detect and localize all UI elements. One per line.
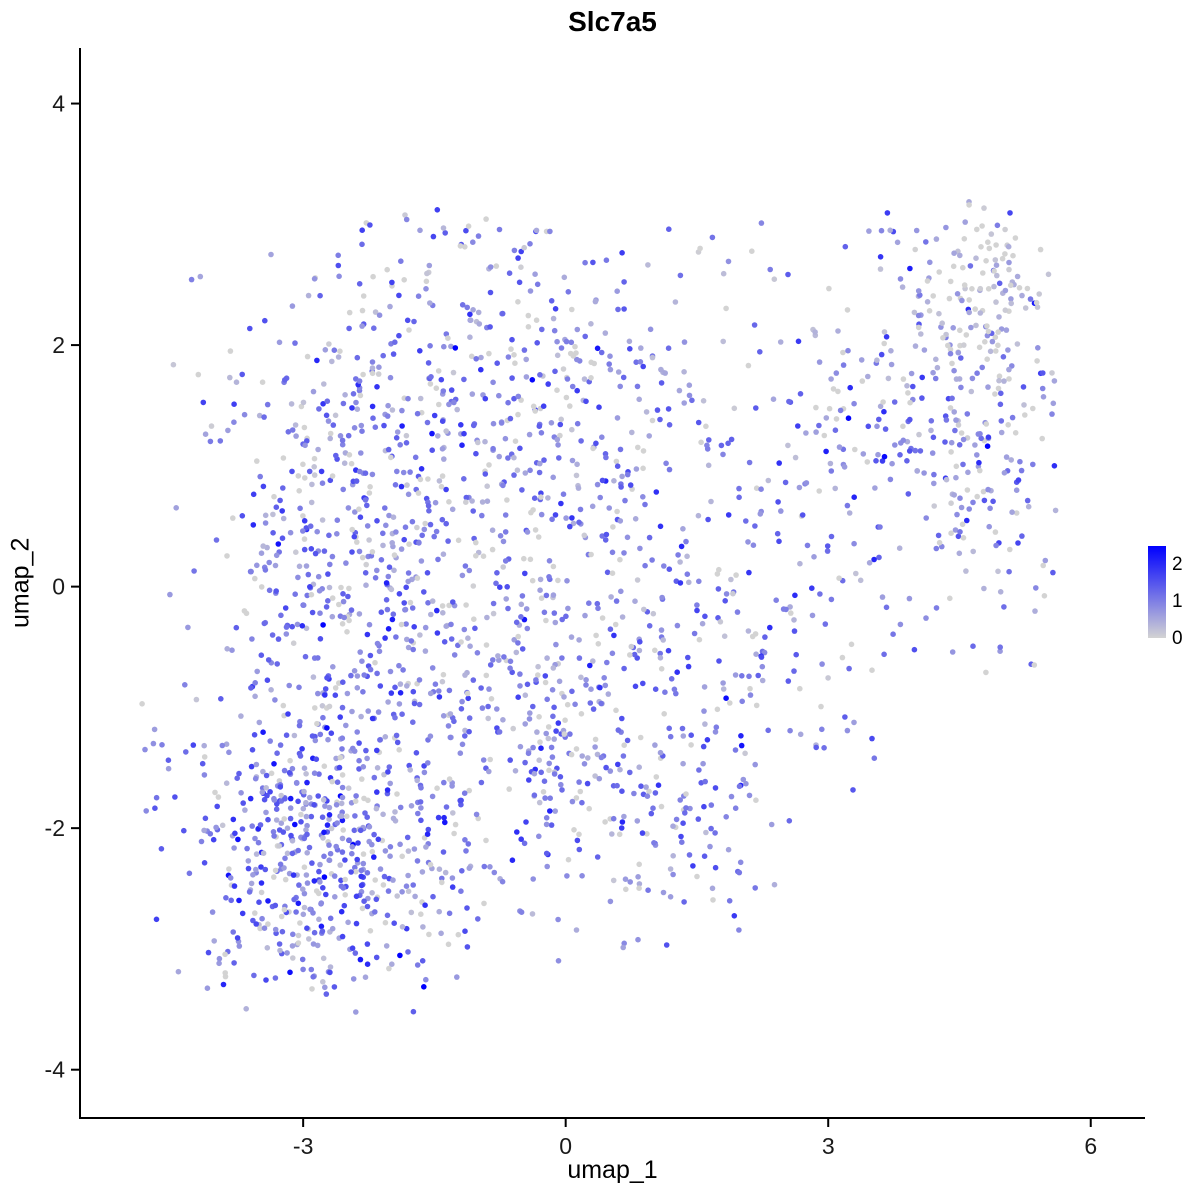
x-tick-label: 0 bbox=[559, 1133, 572, 1159]
x-tick-label: 6 bbox=[1084, 1133, 1097, 1159]
legend-ticks: 2 1 0 bbox=[1172, 546, 1200, 648]
plot-title: Slc7a5 bbox=[568, 6, 657, 37]
y-tick-label: 2 bbox=[52, 332, 65, 358]
scatter-points bbox=[139, 199, 1059, 1015]
x-axis-ticks: -3 0 3 6 bbox=[293, 1118, 1097, 1159]
x-axis-label: umap_1 bbox=[567, 1156, 658, 1184]
x-tick-label: -3 bbox=[293, 1133, 313, 1159]
x-tick-label: 3 bbox=[822, 1133, 835, 1159]
y-tick-label: 0 bbox=[52, 574, 65, 600]
y-tick-label: -4 bbox=[45, 1057, 66, 1083]
legend-tick-label: 0 bbox=[1172, 628, 1183, 649]
axes bbox=[79, 48, 1145, 1119]
legend-colorbar bbox=[1148, 546, 1166, 638]
expression-legend: 2 1 0 bbox=[1148, 546, 1200, 648]
y-tick-label: -2 bbox=[45, 815, 65, 841]
legend-tick-label: 1 bbox=[1172, 591, 1183, 613]
y-tick-label: 4 bbox=[52, 91, 65, 117]
y-axis-ticks: 4 2 0 -2 -4 bbox=[45, 91, 80, 1083]
legend-tick-label: 2 bbox=[1172, 554, 1183, 576]
